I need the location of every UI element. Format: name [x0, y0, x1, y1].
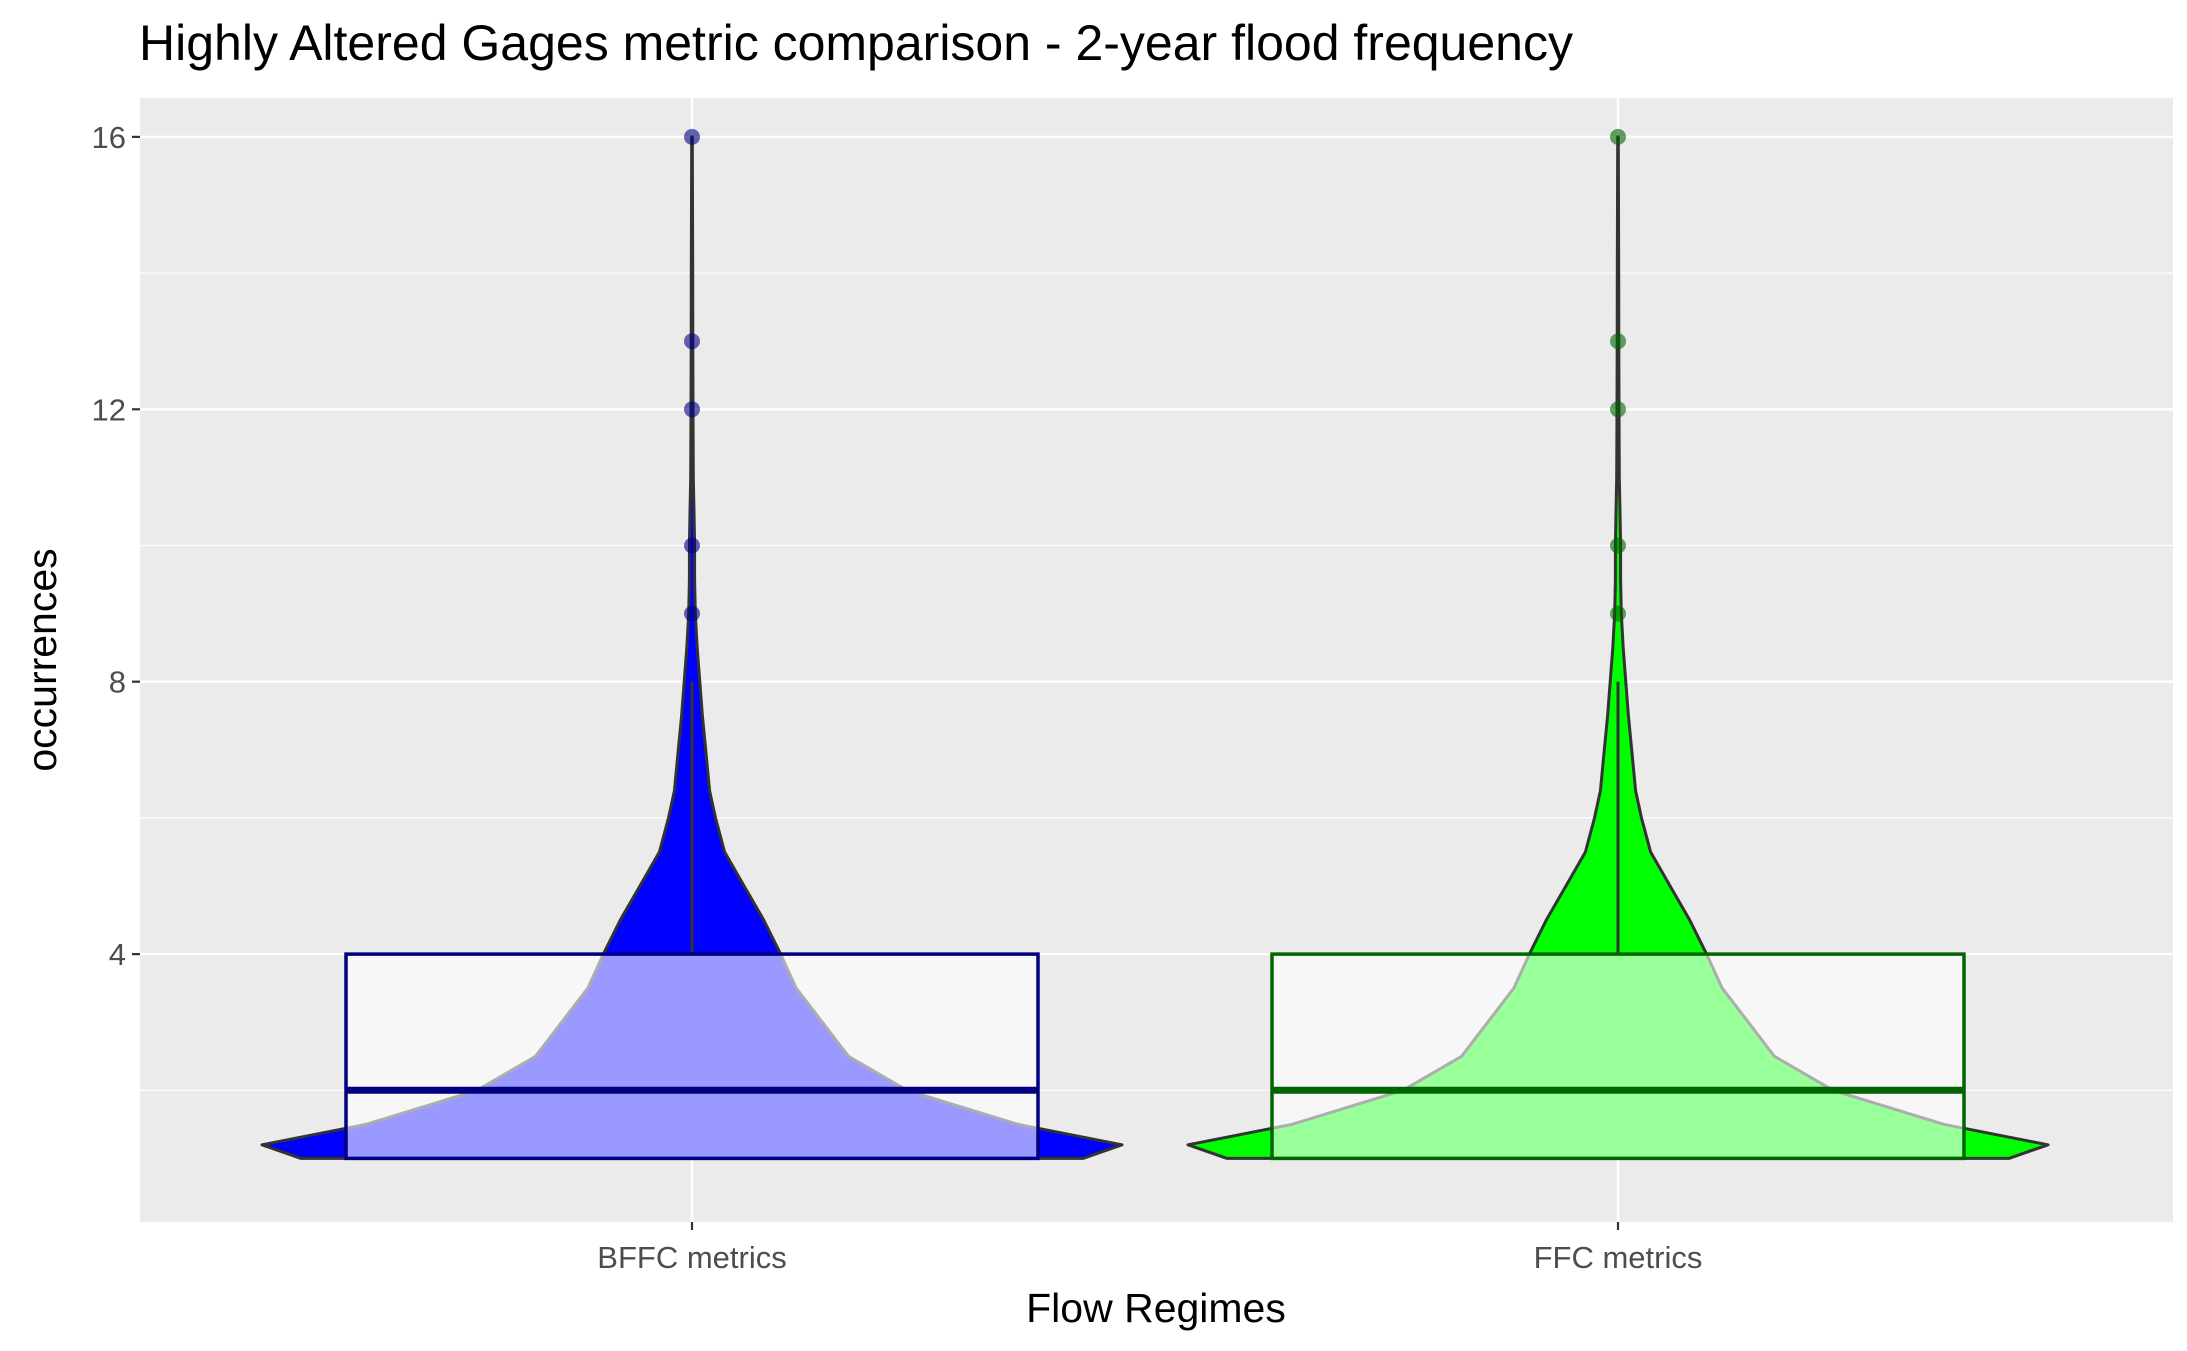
x-tick-label: BFFC metrics [597, 1240, 786, 1275]
y-axis: 4 8 12 16 [92, 120, 140, 972]
violins [260, 128, 2050, 1161]
x-axis-title: Flow Regimes [1026, 1285, 1286, 1331]
x-tick-label: FFC metrics [1534, 1240, 1703, 1275]
outlier-point [1610, 128, 1626, 145]
x-axis: BFFC metrics FFC metrics [597, 1222, 1702, 1275]
outlier-point [684, 401, 700, 418]
y-tick-label: 16 [92, 120, 126, 155]
outlier-point [1610, 333, 1626, 350]
outlier-point [684, 537, 700, 554]
outlier-point [1610, 401, 1626, 418]
y-tick-label: 4 [109, 937, 126, 972]
y-tick-label: 12 [92, 392, 126, 427]
outlier-point [684, 605, 700, 622]
y-tick-label: 8 [109, 665, 126, 700]
chart-title: Highly Altered Gages metric comparison -… [139, 15, 1573, 71]
outlier-point [1610, 605, 1626, 622]
y-axis-title: occurrences [19, 548, 65, 771]
outlier-point [684, 333, 700, 350]
box-iqr [1270, 952, 1966, 1161]
outlier-point [684, 128, 700, 145]
box-iqr [344, 952, 1040, 1161]
outlier-point [1610, 537, 1626, 554]
